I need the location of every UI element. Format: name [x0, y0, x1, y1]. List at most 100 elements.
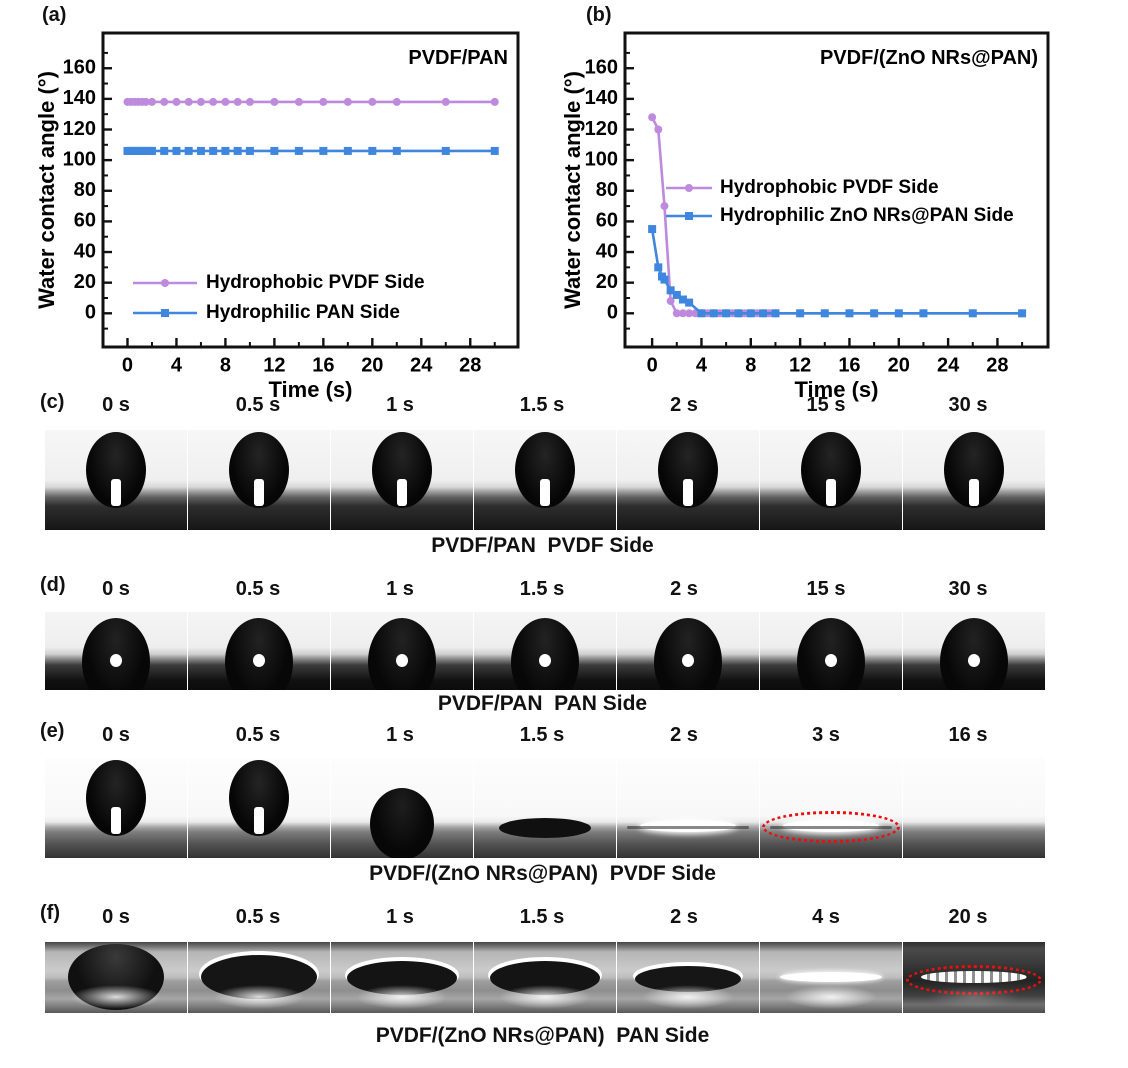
x-tick-label: 28 — [459, 355, 481, 377]
water-droplet — [490, 961, 600, 995]
y-axis-label: Water contact angle (°) — [560, 71, 585, 309]
data-marker — [441, 97, 450, 106]
data-marker — [654, 263, 663, 272]
x-tick-label: 12 — [263, 355, 285, 377]
time-label: 30 s — [948, 394, 988, 416]
time-label: 4 s — [812, 906, 840, 928]
water-droplet — [539, 654, 551, 667]
legend-label: Hydrophobic PVDF Side — [206, 272, 425, 293]
time-label: 1 s — [386, 906, 414, 928]
series-line — [650, 228, 1023, 315]
data-marker — [184, 97, 193, 106]
x-tick-label: 24 — [410, 355, 433, 377]
photo-frame — [474, 612, 617, 690]
water-droplet — [370, 788, 434, 858]
water-droplet — [683, 479, 693, 506]
x-axis-label: Time (s) — [269, 377, 353, 402]
x-tick-label: 8 — [745, 355, 756, 377]
panel-label-d: (d) — [40, 574, 66, 596]
panel-title: PVDF/PAN — [408, 47, 508, 69]
time-label: 2 s — [670, 906, 698, 928]
water-droplet — [499, 818, 591, 838]
photo-frame — [331, 612, 474, 690]
time-label: 1 s — [386, 578, 414, 600]
water-droplet — [682, 654, 694, 667]
y-tick-label: 60 — [74, 210, 96, 232]
data-marker — [160, 146, 169, 155]
data-marker — [722, 309, 731, 318]
data-marker — [771, 309, 780, 318]
time-label: 1 s — [386, 724, 414, 746]
y-tick-label: 160 — [585, 57, 618, 79]
water-droplet — [254, 807, 264, 834]
x-tick-label: 8 — [220, 355, 231, 377]
legend-label: Hydrophilic ZnO NRs@PAN Side — [720, 205, 1014, 226]
time-label: 0 s — [102, 394, 130, 416]
time-label: 0 s — [102, 724, 130, 746]
caption-f: PVDF/(ZnO NRs@PAN) PAN Side — [375, 1024, 710, 1047]
y-tick-label: 0 — [607, 302, 618, 324]
photo-frame — [760, 758, 903, 858]
photo-frame — [45, 758, 188, 858]
x-tick-label: 16 — [838, 355, 860, 377]
y-tick-label: 60 — [596, 210, 618, 232]
time-label: 0 s — [102, 906, 130, 928]
data-marker — [820, 309, 829, 318]
data-marker — [660, 275, 669, 284]
y-tick-label: 160 — [63, 57, 96, 79]
plot-frame — [101, 31, 520, 349]
data-marker — [245, 97, 254, 106]
data-marker — [796, 309, 805, 318]
y-tick-label: 80 — [596, 179, 618, 201]
data-marker — [209, 97, 218, 106]
data-marker — [294, 146, 303, 155]
data-marker — [672, 290, 681, 299]
y-tick-label: 20 — [596, 271, 618, 293]
data-marker — [654, 125, 663, 134]
y-tick-label: 40 — [596, 240, 618, 262]
data-marker — [672, 309, 681, 318]
data-marker — [392, 146, 401, 155]
time-label: 0.5 s — [235, 724, 281, 746]
x-tick-label: 28 — [986, 355, 1008, 377]
photo-frame — [760, 942, 903, 1013]
photo-frame — [188, 612, 331, 690]
photo-strip-f — [45, 942, 1045, 1013]
photo-frame — [903, 430, 1045, 530]
photo-frame — [331, 758, 474, 858]
caption-e: PVDF/(ZnO NRs@PAN) PVDF Side — [369, 862, 716, 885]
y-tick-label: 140 — [585, 87, 618, 109]
time-label: 0.5 s — [235, 578, 281, 600]
time-label: 15 s — [806, 578, 846, 600]
water-droplet — [111, 479, 121, 506]
time-label: 2 s — [670, 724, 698, 746]
water-droplet — [253, 654, 265, 667]
x-tick-label: 0 — [122, 355, 133, 377]
x-tick-label: 0 — [647, 355, 658, 377]
water-droplet — [780, 972, 882, 982]
data-marker — [666, 297, 675, 306]
data-marker — [894, 309, 903, 318]
data-marker — [196, 97, 205, 106]
photo-frame — [474, 942, 617, 1013]
data-marker — [1018, 309, 1027, 318]
data-marker — [160, 97, 169, 106]
time-label: 1.5 s — [519, 906, 565, 928]
water-droplet — [635, 966, 741, 992]
water-droplet — [826, 479, 836, 506]
data-marker — [685, 184, 693, 192]
data-marker — [141, 97, 150, 106]
photo-strip-d — [45, 612, 1045, 690]
data-marker — [172, 97, 181, 106]
water-droplet — [396, 654, 408, 667]
data-marker — [734, 309, 743, 318]
y-tick-label: 120 — [585, 118, 618, 140]
photo-frame — [474, 430, 617, 530]
data-marker — [685, 298, 694, 307]
data-marker — [660, 202, 669, 211]
data-marker — [392, 97, 401, 106]
data-marker — [368, 146, 377, 155]
water-droplet — [110, 654, 122, 667]
water-droplet — [254, 479, 264, 506]
